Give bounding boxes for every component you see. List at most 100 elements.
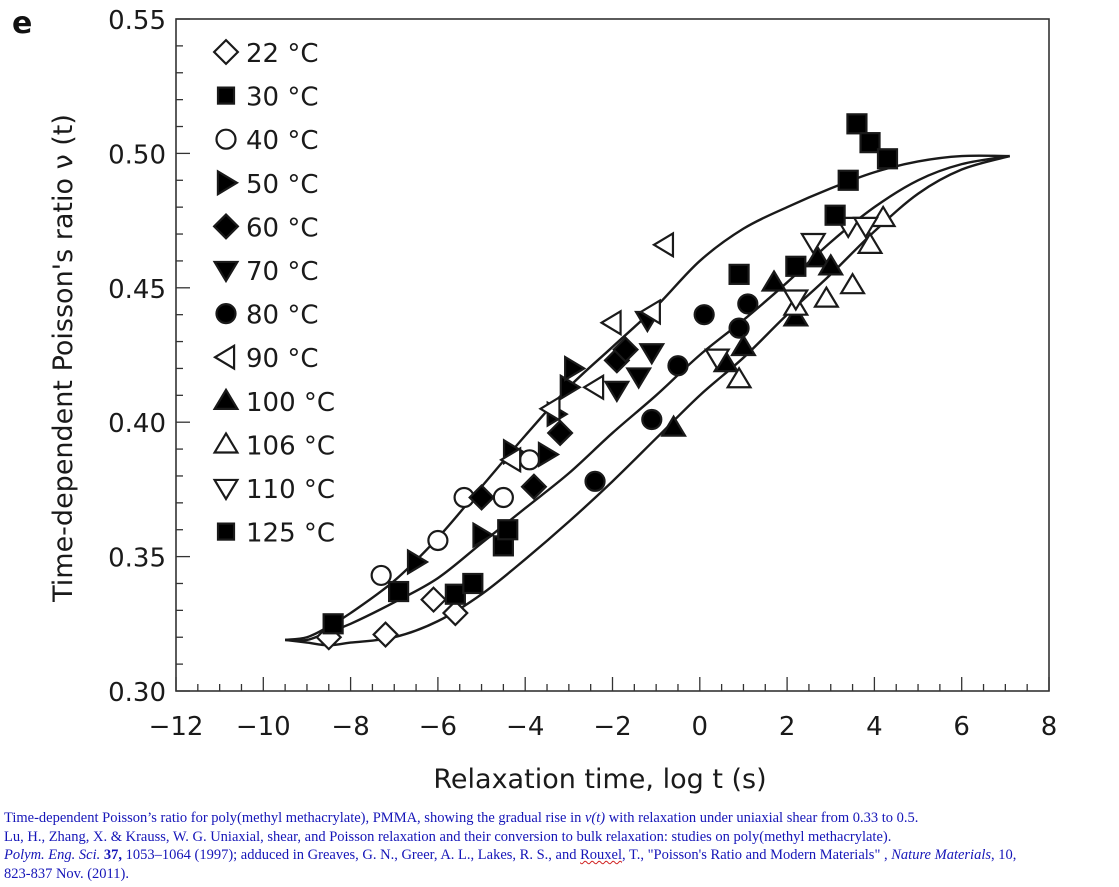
x-tick-label: 8 bbox=[1041, 712, 1058, 742]
y-tick-label: 0.45 bbox=[108, 275, 166, 305]
series-100C bbox=[660, 245, 845, 437]
legend-label: 90 °C bbox=[246, 344, 319, 374]
data-point bbox=[518, 449, 541, 471]
data-point bbox=[804, 245, 831, 268]
legend-marker-square-filled-icon bbox=[216, 522, 236, 541]
legend-label: 50 °C bbox=[246, 170, 319, 200]
legend-label: 80 °C bbox=[246, 301, 319, 331]
y-tick-label: 0.40 bbox=[108, 409, 166, 439]
data-point bbox=[693, 304, 715, 326]
legend-item: 90 °C bbox=[212, 343, 319, 374]
data-point bbox=[612, 336, 640, 364]
data-point bbox=[799, 232, 827, 256]
caption-line-3: Polym. Eng. Sci. 37, 1053–1064 (1997); a… bbox=[4, 847, 1017, 863]
data-point bbox=[581, 373, 605, 401]
lower-fit-curve bbox=[284, 154, 1011, 647]
legend-label: 125 °C bbox=[246, 519, 335, 549]
x-axis-ticks bbox=[175, 677, 1050, 691]
legend-item: 22 °C bbox=[212, 38, 319, 69]
x-tick-label: −10 bbox=[236, 712, 291, 742]
figure-caption: Time-dependent Poisson’s ratio for poly(… bbox=[4, 809, 1114, 883]
x-tick-label: 2 bbox=[779, 712, 796, 742]
legend-label: 106 °C bbox=[246, 431, 335, 461]
legend-marker-diamond-open-icon bbox=[212, 38, 240, 66]
data-point bbox=[603, 380, 631, 404]
legend: 22 °C 30 °C 40 °C 50 °C 60 °C 70 °C 80 °C 90 °C… bbox=[212, 38, 335, 549]
caption-line-4: 823-837 Nov. (2011). bbox=[4, 865, 129, 882]
legend-marker-circle-filled-icon bbox=[215, 303, 237, 325]
middle-fit-curve bbox=[285, 154, 1010, 642]
data-point bbox=[599, 309, 622, 337]
data-point bbox=[584, 470, 606, 492]
series-90C bbox=[499, 231, 675, 474]
data-point bbox=[497, 519, 519, 541]
legend-label: 30 °C bbox=[246, 83, 319, 113]
data-point bbox=[760, 269, 788, 292]
legend-item: 106 °C bbox=[212, 431, 335, 461]
data-point bbox=[322, 613, 344, 635]
data-point bbox=[462, 572, 484, 595]
y-tick-label: 0.55 bbox=[108, 6, 166, 36]
fit-curves bbox=[284, 154, 1011, 647]
legend-item: 70 °C bbox=[212, 257, 319, 287]
x-tick-label: 0 bbox=[692, 712, 709, 742]
data-point bbox=[427, 529, 449, 552]
legend-marker-triangle-up-filled-icon bbox=[212, 387, 240, 410]
data-point bbox=[492, 486, 514, 509]
data-point bbox=[817, 253, 845, 276]
poisson-ratio-chart: e −12 −10 −8 −6 −4 −2 0 2 4 6 8 0.300.350.400.450.… bbox=[12, 6, 1058, 795]
caption-line-1: Time-dependent Poisson’s ratio for poly(… bbox=[4, 810, 919, 826]
data-point bbox=[564, 355, 587, 382]
data-point bbox=[737, 293, 759, 315]
y-axis-title: Time-dependent Poisson's ratio ν (t) bbox=[48, 114, 79, 603]
y-axis-tick-labels: 0.30 0.35 0.40 0.45 0.50 0.55 bbox=[108, 6, 166, 708]
series-60C bbox=[468, 336, 640, 511]
data-point bbox=[546, 419, 574, 447]
data-point bbox=[839, 272, 866, 295]
x-tick-label: 4 bbox=[866, 712, 883, 742]
x-tick-label: −2 bbox=[593, 712, 631, 742]
data-point bbox=[869, 204, 897, 228]
data-point bbox=[388, 580, 410, 603]
legend-marker-square-filled-icon bbox=[216, 86, 236, 105]
data-point bbox=[667, 355, 689, 377]
data-point bbox=[837, 169, 859, 191]
data-point bbox=[559, 373, 582, 401]
data-point bbox=[782, 289, 810, 312]
data-point bbox=[641, 408, 663, 431]
y-axis-ticks bbox=[176, 18, 190, 692]
data-point bbox=[660, 414, 687, 437]
data-point bbox=[372, 621, 399, 648]
legend-marker-triangle-left-open-icon bbox=[212, 343, 236, 371]
data-point bbox=[728, 263, 750, 285]
series-110C bbox=[703, 216, 880, 371]
y-tick-label: 0.50 bbox=[108, 140, 166, 170]
series-40C bbox=[370, 449, 541, 587]
x-tick-label: −4 bbox=[506, 712, 544, 742]
data-point bbox=[703, 348, 731, 371]
data-point bbox=[537, 441, 561, 468]
data-point bbox=[859, 132, 881, 154]
legend-item: 125 °C bbox=[216, 519, 335, 549]
legend-label: 40 °C bbox=[246, 126, 319, 156]
series-70C bbox=[603, 310, 666, 404]
series-106C bbox=[725, 204, 897, 389]
legend-label: 60 °C bbox=[246, 213, 319, 243]
legend-marker-triangle-right-filled-icon bbox=[216, 169, 240, 197]
data-point bbox=[468, 484, 495, 511]
legend-item: 50 °C bbox=[216, 169, 319, 200]
series-22C bbox=[315, 586, 469, 651]
data-point bbox=[651, 231, 675, 259]
data-point bbox=[406, 548, 430, 576]
spellcheck-underlined-word: Rouxel bbox=[580, 847, 622, 863]
x-tick-label: −12 bbox=[149, 712, 204, 742]
data-point bbox=[876, 148, 899, 170]
y-tick-label: 0.30 bbox=[108, 678, 166, 708]
data-point bbox=[499, 446, 522, 474]
legend-marker-diamond-filled-icon bbox=[212, 212, 240, 240]
x-axis-tick-labels: −12 −10 −8 −6 −4 −2 0 2 4 6 8 bbox=[149, 712, 1058, 742]
legend-item: 60 °C bbox=[212, 212, 319, 243]
data-point bbox=[824, 204, 846, 226]
data-point bbox=[728, 317, 750, 339]
legend-item: 80 °C bbox=[215, 301, 319, 331]
